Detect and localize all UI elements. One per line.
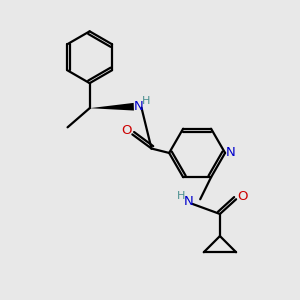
Text: O: O — [121, 124, 132, 137]
Text: H: H — [177, 191, 185, 201]
Text: O: O — [237, 190, 247, 203]
Text: N: N — [226, 146, 236, 159]
Text: N: N — [133, 100, 143, 113]
Text: N: N — [184, 194, 193, 208]
Polygon shape — [90, 103, 134, 110]
Text: H: H — [141, 96, 150, 106]
